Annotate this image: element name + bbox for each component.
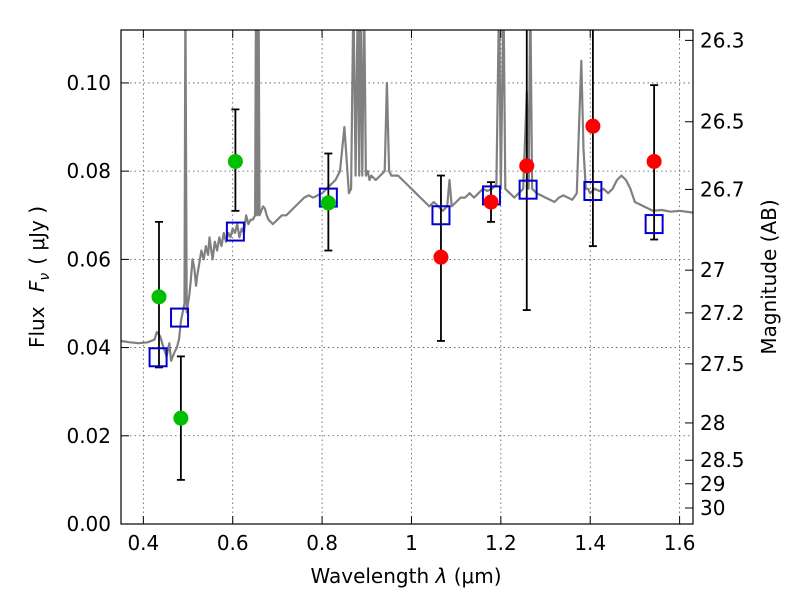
x-tick-label: 0.8 [306, 531, 338, 555]
x-tick-label: 1.2 [485, 531, 517, 555]
y-tick-label: 0.10 [66, 71, 111, 95]
y-tick-label: 0.06 [66, 247, 111, 271]
observed-point [320, 195, 336, 211]
x-tick-label: 0.4 [127, 531, 159, 555]
mag-tick-label: 28 [700, 411, 725, 435]
y-axis-label: Flux Fν ( μJy ) [25, 206, 53, 348]
error-bars [154, 30, 659, 481]
observed-point [151, 289, 167, 305]
model-square [170, 307, 190, 328]
y-tick-labels: 0.00 0.02 0.04 0.06 0.08 0.10 [66, 71, 111, 536]
mag-tick-label: 26.5 [700, 110, 745, 134]
observed-point [483, 194, 499, 210]
observed-point [646, 153, 662, 169]
y-tick-label: 0.00 [66, 512, 111, 536]
x-tick-label: 1.6 [664, 531, 696, 555]
y-axis-label-unit: ( μJy ) [25, 206, 49, 265]
mag-tick-label: 27.5 [700, 352, 745, 376]
mag-tick-label: 30 [700, 496, 725, 520]
x-tick-label: 0.6 [217, 531, 249, 555]
plot-frame [120, 29, 694, 525]
model-square [583, 180, 603, 201]
spectrum-line [121, 30, 693, 362]
mag-tick-label: 27 [700, 258, 725, 282]
y-tick-label: 0.04 [66, 336, 111, 360]
y-axis-label-prefix: Flux [25, 306, 49, 348]
model-square [431, 205, 451, 226]
x-axis-label-prefix: Wavelength [310, 564, 429, 588]
data-markers [148, 118, 664, 426]
mag-tick-label: 26.3 [700, 28, 745, 52]
model-square [644, 214, 664, 235]
model-square [518, 179, 538, 200]
x-tick-labels: 0.4 0.6 0.8 1 1.2 1.4 1.6 [127, 531, 695, 555]
observed-point [433, 249, 449, 265]
x-axis-label: Wavelength λ (μm) [310, 564, 501, 588]
observed-point [519, 158, 535, 174]
x-axis-label-unit: (μm) [454, 564, 502, 588]
y-axis-label-symbol: F [25, 280, 49, 292]
x-tick-label: 1.4 [574, 531, 606, 555]
x-tick-label: 1 [405, 531, 418, 555]
y-axis-label-subscript: ν [37, 273, 53, 281]
mag-tick-label: 28.5 [700, 448, 745, 472]
mag-tick-label: 27.2 [700, 301, 745, 325]
mag-tick-label: 29 [700, 472, 725, 496]
model-square [148, 347, 168, 368]
y2-axis-label: Magnitude (AB) [757, 199, 781, 354]
model-square [225, 221, 245, 242]
plot-background [121, 30, 693, 524]
y-tick-label: 0.02 [66, 424, 111, 448]
x-axis-label-symbol: λ [435, 564, 448, 588]
mag-tick-label: 26.7 [700, 177, 745, 201]
observed-point [585, 118, 601, 134]
y-tick-label: 0.08 [66, 159, 111, 183]
axis-ticks [121, 30, 693, 525]
observed-point [173, 410, 189, 426]
observed-point [227, 153, 243, 169]
